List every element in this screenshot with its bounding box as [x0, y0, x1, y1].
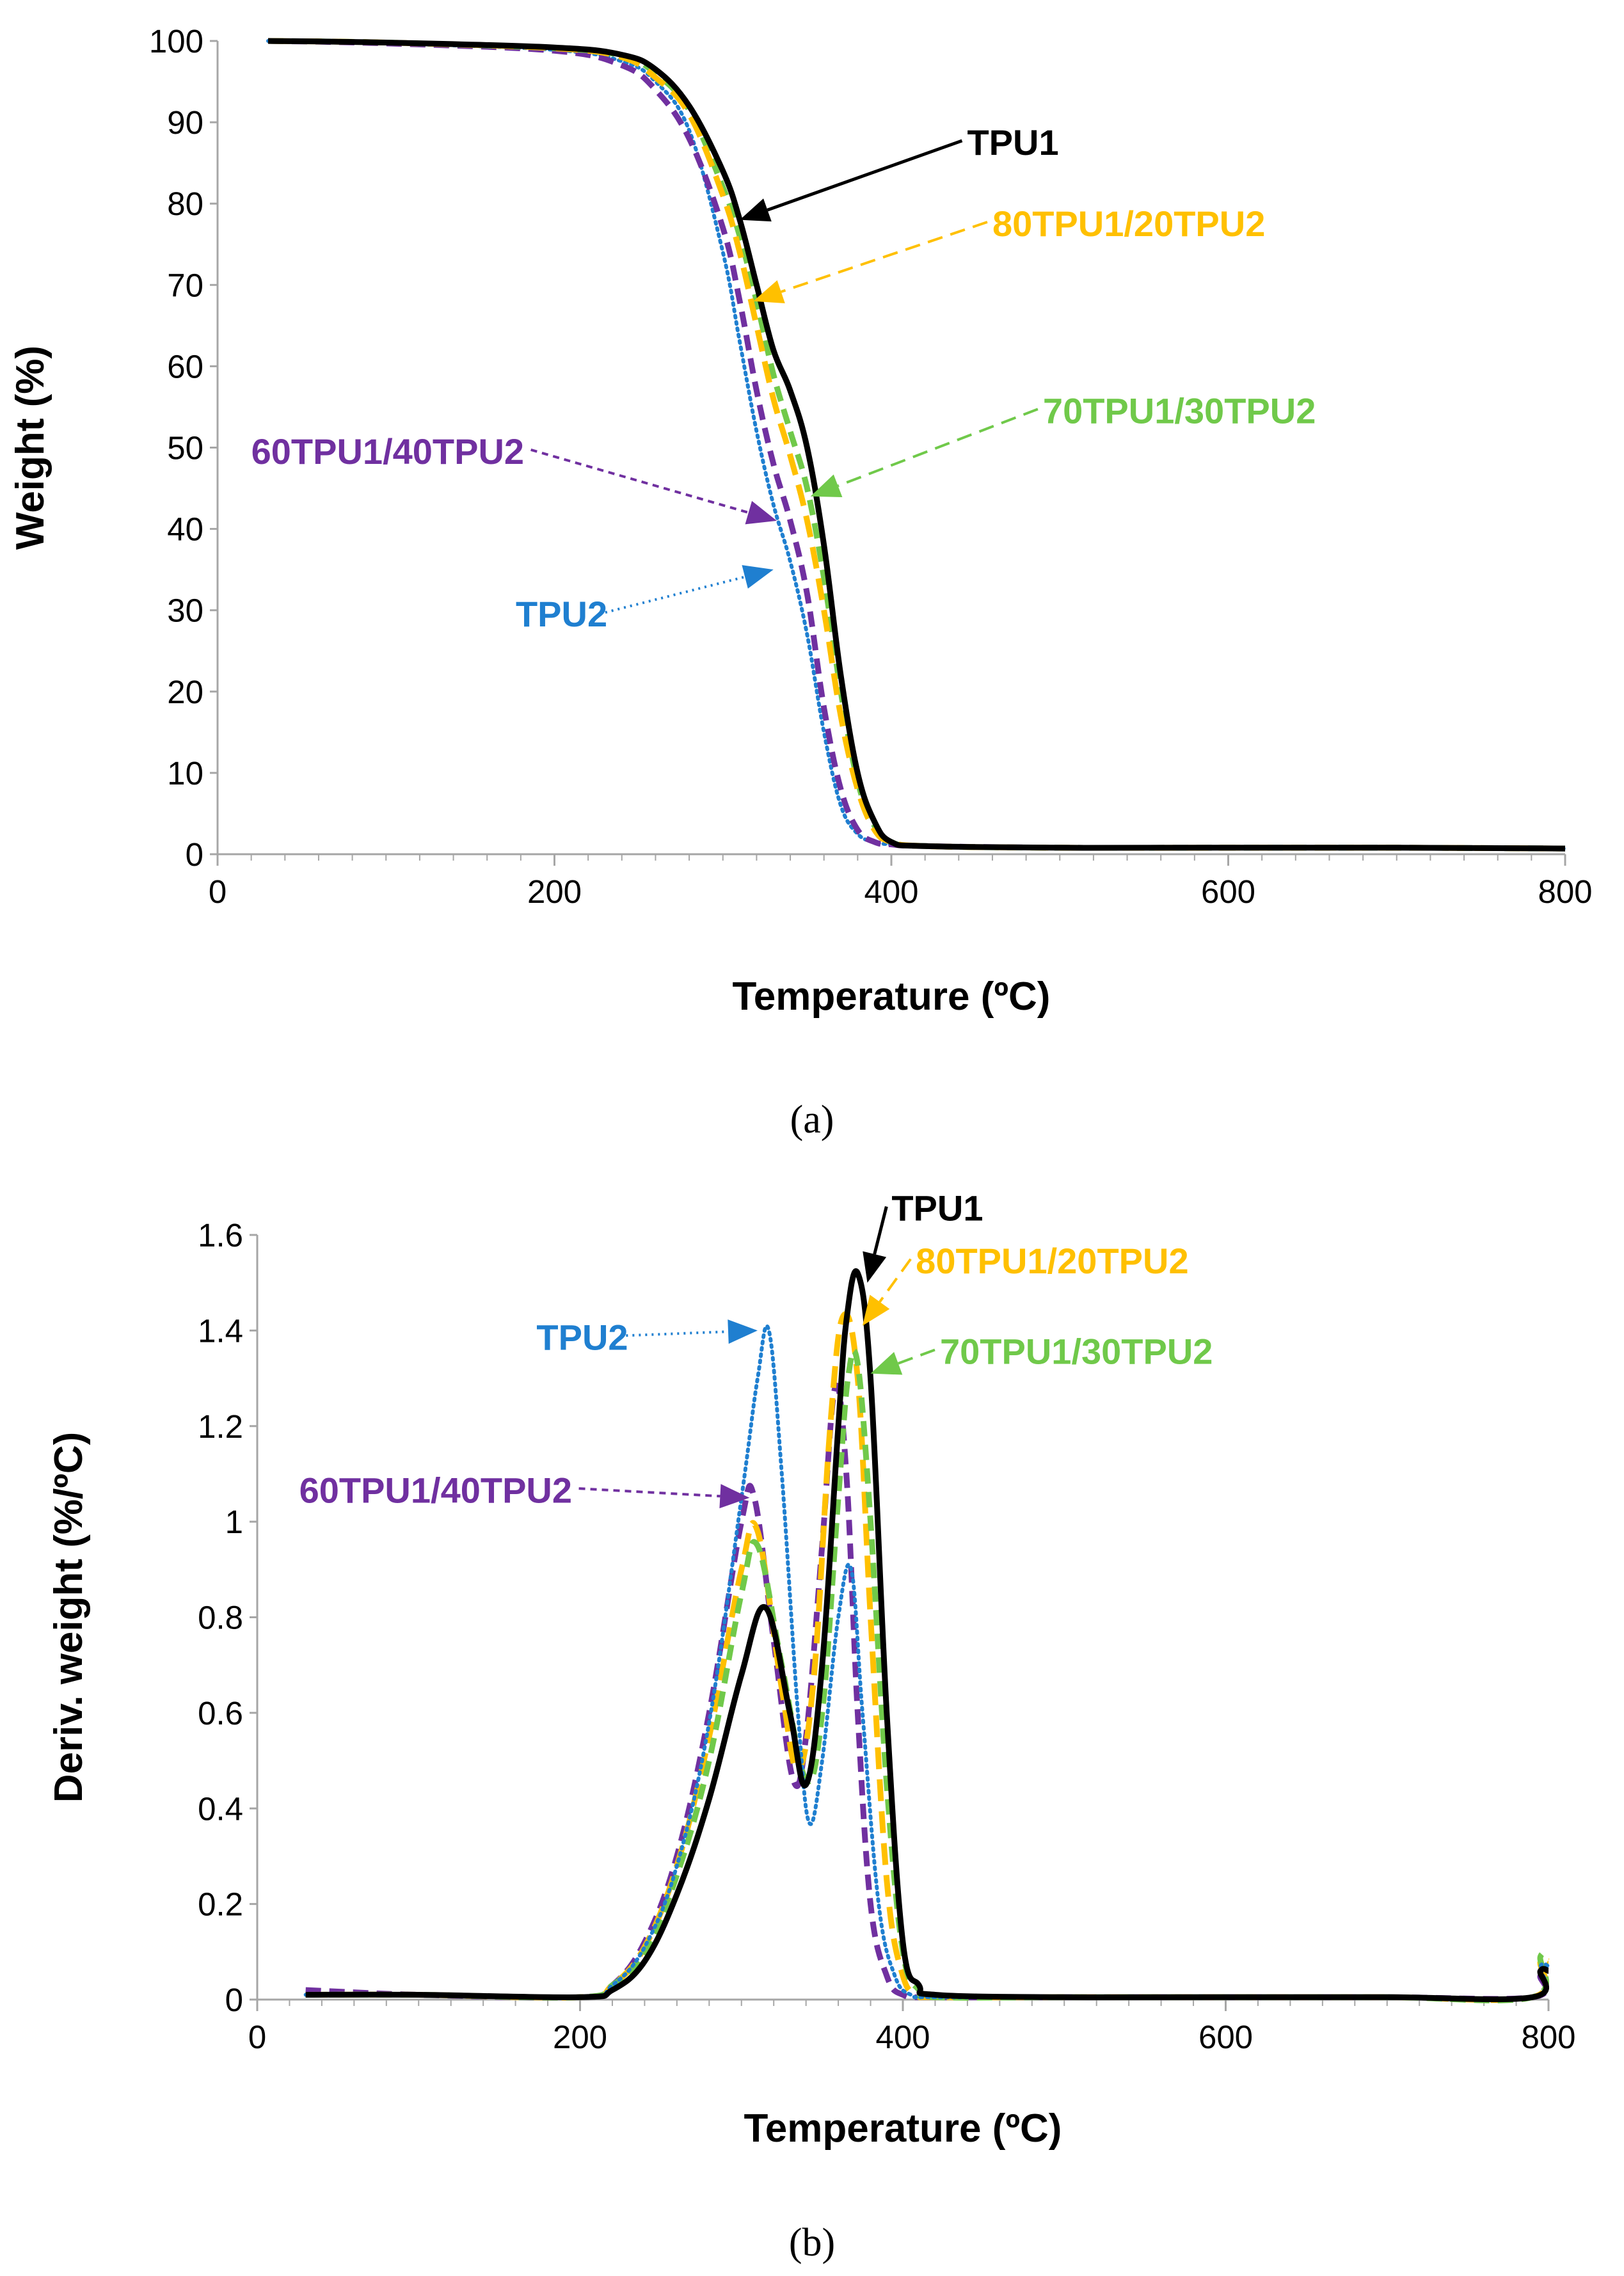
annotation-label-tpu2: TPU2	[536, 1317, 628, 1357]
series-line-tpu1	[267, 38, 1566, 852]
y-tick-label: 0	[186, 836, 203, 873]
y-tick-label: 1	[225, 1504, 243, 1540]
series-line-tpu1	[305, 1268, 1550, 2003]
x-axis-title: Temperature (ºC)	[733, 975, 1051, 1019]
annotation-label-tpu1: TPU1	[891, 1188, 983, 1229]
annotation-label-80tpu1-20tpu2: 80TPU1/20TPU2	[992, 203, 1265, 244]
annotation-arrow-line-70tpu1-30tpu2	[837, 408, 1039, 488]
annotation-arrow-line-tpu2	[626, 1330, 729, 1337]
annotation-arrow-line-80tpu1-20tpu2	[879, 1258, 912, 1303]
x-tick-label: 800	[1521, 2019, 1575, 2055]
y-tick-label: 1.6	[198, 1217, 243, 1253]
annotation-label-tpu1: TPU1	[967, 122, 1058, 163]
series-line-60tpu1-40tpu2	[267, 38, 1566, 852]
x-tick-label: 0	[209, 873, 227, 910]
annotation-arrowhead-60tpu1-40tpu2	[745, 500, 777, 525]
x-tick-label: 200	[553, 2019, 607, 2055]
annotation-label-70tpu1-30tpu2: 70TPU1/30TPU2	[940, 1332, 1213, 1372]
y-tick-label: 60	[167, 348, 203, 385]
y-tick-label: 0.6	[198, 1695, 243, 1731]
y-tick-label: 0.2	[198, 1886, 243, 1923]
annotation-arrow-line-80tpu1-20tpu2	[781, 221, 988, 293]
series-line-tpu2	[303, 1324, 1550, 2002]
annotation-arrow-line-60tpu1-40tpu2	[578, 1487, 720, 1498]
annotation-label-60tpu1-40tpu2: 60TPU1/40TPU2	[299, 1470, 572, 1510]
series-line-80tpu1-20tpu2	[305, 1311, 1550, 2003]
y-tick-label: 10	[167, 755, 203, 792]
annotation-arrow-line-70tpu1-30tpu2	[898, 1348, 935, 1365]
annotation-label-80tpu1-20tpu2: 80TPU1/20TPU2	[916, 1241, 1188, 1281]
annotation-arrowhead-tpu2	[728, 1319, 758, 1344]
annotation-arrowhead-80tpu1-20tpu2	[862, 1294, 890, 1326]
y-tick-label: 20	[167, 674, 203, 710]
annotation-arrow-line-tpu2	[605, 575, 745, 614]
panel-b-chart: 0 0.2 0.4 0.6 0.8 1 1.2 1.4 1.6 0 200 400 600 800 Temp…	[47, 1188, 1576, 2264]
y-tick-label: 0.8	[198, 1600, 243, 1636]
annotation-arrowhead-80tpu1-20tpu2	[753, 280, 785, 303]
annotation-arrowhead-tpu1	[863, 1251, 887, 1283]
annotation-label-tpu2: TPU2	[516, 594, 607, 634]
y-tick-label: 0	[225, 1982, 243, 2018]
y-tick-label: 70	[167, 267, 203, 303]
annotation-label-60tpu1-40tpu2: 60TPU1/40TPU2	[251, 431, 524, 472]
series-line-70tpu1-30tpu2	[305, 1348, 1550, 2003]
x-axis-title: Temperature (ºC)	[744, 2106, 1062, 2151]
annotation-arrowhead-70tpu1-30tpu2	[870, 1351, 903, 1375]
y-tick-label: 0.4	[198, 1790, 243, 1827]
panel-caption: (b)	[789, 2221, 835, 2264]
panel-caption: (a)	[790, 1098, 834, 1142]
x-tick-label: 600	[1201, 873, 1255, 910]
x-tick-label: 600	[1198, 2019, 1253, 2055]
annotation-arrowhead-tpu1	[740, 198, 772, 222]
y-tick-label: 80	[167, 186, 203, 222]
y-axis-title: Weight (%)	[8, 346, 52, 550]
x-tick-label: 800	[1538, 873, 1592, 910]
y-tick-label: 100	[149, 23, 203, 60]
annotation-arrow-line-tpu1	[767, 139, 963, 212]
y-tick-label: 1.2	[198, 1408, 243, 1445]
x-tick-label: 200	[527, 873, 582, 910]
y-tick-label: 30	[167, 593, 203, 629]
x-tick-label: 400	[875, 2019, 930, 2055]
annotation-label-70tpu1-30tpu2: 70TPU1/30TPU2	[1043, 390, 1316, 431]
x-tick-label: 0	[248, 2019, 266, 2055]
annotation-arrow-line-60tpu1-40tpu2	[530, 448, 749, 514]
y-tick-label: 40	[167, 511, 203, 548]
y-axis-title: Deriv. weight (%/ºC)	[47, 1432, 91, 1803]
y-tick-label: 1.4	[198, 1312, 243, 1349]
panel-a-chart: 0 10 20 30 40 50 60 70 80 90 100 0 200 400 600 800 Tempe…	[8, 23, 1593, 1142]
annotation-arrowhead-70tpu1-30tpu2	[810, 474, 843, 498]
annotation-arrow-line-tpu1	[873, 1206, 888, 1255]
annotation-arrowhead-tpu2	[742, 565, 774, 589]
annotation-arrowhead-60tpu1-40tpu2	[719, 1484, 750, 1509]
y-tick-label: 50	[167, 430, 203, 466]
x-tick-label: 400	[864, 873, 918, 910]
y-tick-label: 90	[167, 104, 203, 141]
